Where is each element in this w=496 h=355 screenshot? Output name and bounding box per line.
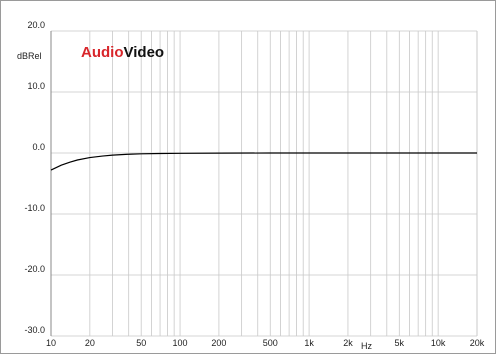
series-line [50, 152, 477, 171]
series-lines [50, 152, 477, 171]
y-axis-label: dBRel [17, 51, 42, 61]
x-tick-label: 200 [211, 338, 226, 348]
y-tick-label: -20.0 [24, 264, 45, 274]
y-tick-label: 0.0 [32, 142, 45, 152]
y-tick-labels: 20.0 10.0 0.0 -10.0 -20.0 -30.0 [24, 20, 45, 335]
x-tick-label: 10k [431, 338, 446, 348]
y-tick-label: -30.0 [24, 325, 45, 335]
x-tick-label: 2k [343, 338, 353, 348]
x-tick-label: 5k [395, 338, 405, 348]
svg-text:AudioVideo: AudioVideo [81, 44, 164, 61]
x-tick-label: 500 [263, 338, 278, 348]
x-tick-label: 20 [85, 338, 95, 348]
x-axis-label: Hz [361, 341, 372, 351]
x-tick-label: 10 [46, 338, 56, 348]
y-tick-label: 20.0 [27, 20, 45, 30]
logo-audio-text: Audio [81, 44, 124, 61]
x-tick-labels: 10 20 50 100 200 500 1k 2k 5k 10k 20k [46, 338, 485, 348]
y-tick-label: -10.0 [24, 203, 45, 213]
x-tick-label: 100 [173, 338, 188, 348]
logo-video-text: Video [124, 44, 165, 61]
x-tick-label: 20k [470, 338, 485, 348]
x-tick-label: 50 [136, 338, 146, 348]
grid [50, 30, 478, 337]
y-tick-label: 10.0 [27, 81, 45, 91]
audiovideo-logo: AudioVideo [81, 44, 164, 61]
x-tick-label: 1k [304, 338, 314, 348]
